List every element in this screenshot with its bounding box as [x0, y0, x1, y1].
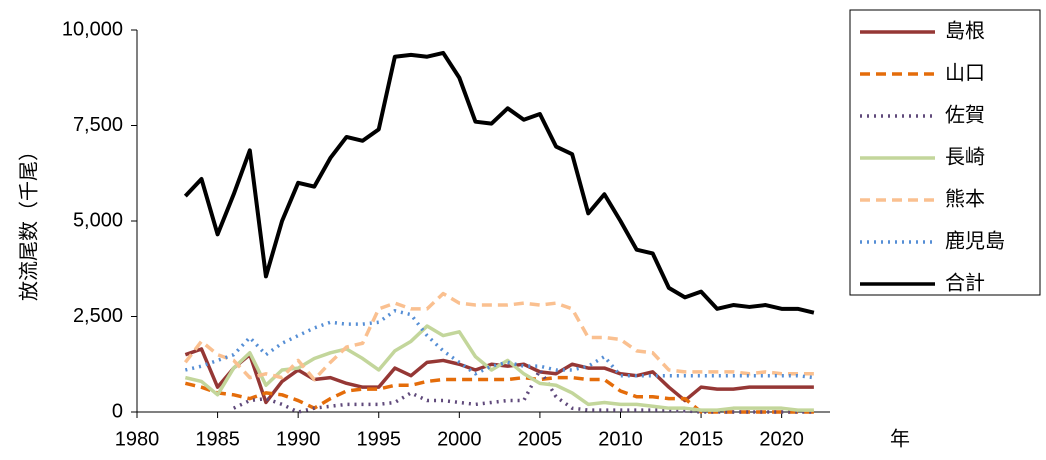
x-tick-label: 2005 — [518, 428, 563, 450]
legend-box — [849, 9, 1041, 296]
x-tick-label: 2020 — [759, 428, 804, 450]
y-axis-label: 放流尾数（千尾） — [17, 141, 40, 301]
x-tick-label: 1995 — [356, 428, 401, 450]
y-tick-label: 5,000 — [73, 209, 123, 231]
y-tick-label: 10,000 — [62, 18, 123, 40]
x-tick-label: 2015 — [679, 428, 724, 450]
series-line — [184, 375, 814, 414]
y-tick-label: 7,500 — [73, 114, 123, 136]
legend-label: 島根 — [945, 19, 985, 42]
legend-label: 佐賀 — [945, 103, 985, 126]
legend-label: 山口 — [945, 61, 985, 84]
y-tick-label: 2,500 — [73, 305, 123, 327]
series-line — [184, 309, 815, 380]
x-axis-label: 年 — [890, 427, 910, 450]
x-tick-label: 2010 — [598, 428, 643, 450]
legend-label: 熊本 — [945, 187, 985, 210]
x-tick-label: 1990 — [276, 428, 321, 450]
legend-label: 合計 — [945, 271, 985, 294]
series-line — [184, 324, 814, 412]
x-tick-label: 1980 — [115, 428, 160, 450]
x-tick-label: 1985 — [195, 428, 240, 450]
x-tick-label: 2000 — [437, 428, 482, 450]
legend-label: 長崎 — [945, 145, 985, 168]
series-line — [183, 50, 815, 315]
legend-label: 鹿児島 — [945, 229, 1005, 252]
series-line — [183, 291, 814, 382]
y-tick-label: 0 — [112, 400, 123, 422]
